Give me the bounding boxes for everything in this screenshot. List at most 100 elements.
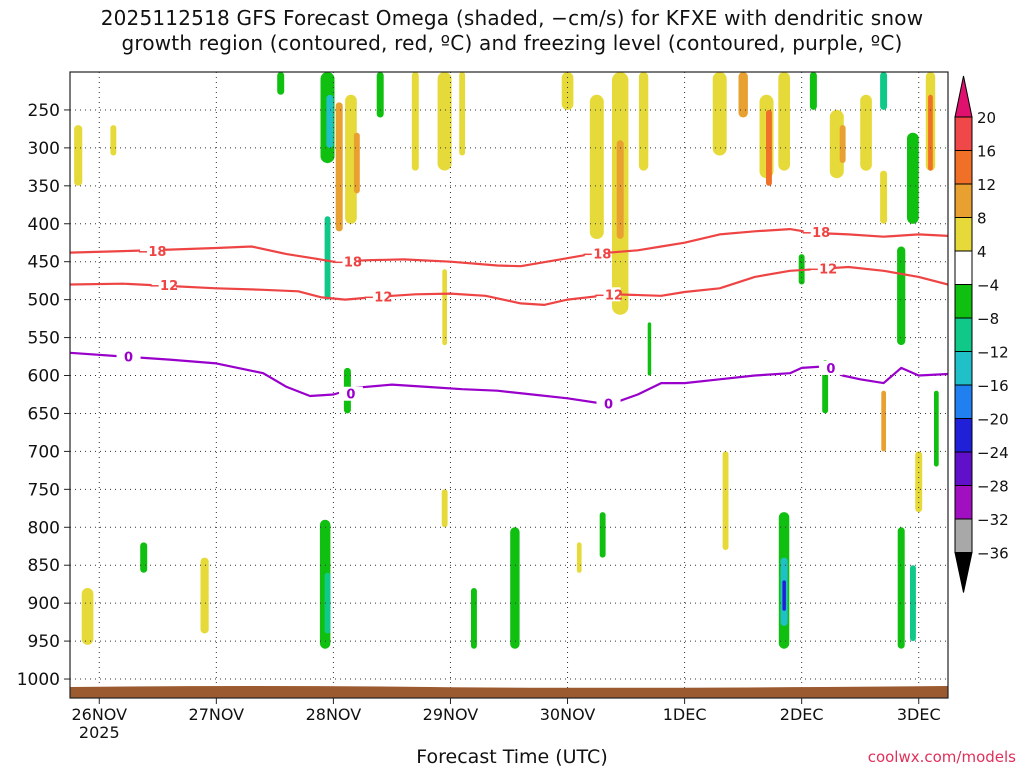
omega-blob <box>335 102 343 232</box>
contour-label-bg <box>116 349 141 364</box>
colorbar-label: −12 <box>977 344 1009 362</box>
omega-blob <box>376 72 384 118</box>
omega-blob <box>200 557 209 634</box>
omega-blob <box>277 72 285 95</box>
contour-label: −18 <box>333 256 362 271</box>
omega-blob <box>928 94 933 171</box>
colorbar-segment <box>954 518 973 553</box>
colorbar-label: −8 <box>977 310 999 328</box>
y-tick-label: 500 <box>28 291 60 311</box>
omega-blob <box>326 94 334 148</box>
y-tick-label: 400 <box>28 215 60 235</box>
colorbar-segment <box>954 384 973 419</box>
omega-field <box>74 72 939 649</box>
omega-blob <box>459 72 466 156</box>
contour-label: 0 <box>826 362 835 377</box>
contour-label-bg <box>810 261 835 276</box>
y-tick-label: 800 <box>28 518 60 538</box>
omega-blob <box>881 390 886 452</box>
colorbar-segment <box>954 451 973 486</box>
y-tick-label: 250 <box>28 101 60 121</box>
omega-blob <box>934 390 939 467</box>
colorbar-label: 16 <box>977 143 996 161</box>
omega-blob <box>74 125 83 186</box>
omega-blob <box>880 170 888 224</box>
y-tick-label: 900 <box>28 594 60 614</box>
contour-label-bg <box>139 244 164 259</box>
colorbar-segment <box>954 317 973 352</box>
omega-blob <box>561 72 574 110</box>
contour-label-bg <box>596 287 621 302</box>
omega-blob <box>809 72 817 110</box>
colorbar-segment <box>954 485 973 520</box>
colorbar-label: 4 <box>977 243 987 261</box>
colorbar: 20 16 12 8 4 −4 −8 −12 −16 −20 −24 −28 −32 −36 <box>954 75 1009 593</box>
omega-blob <box>880 72 888 110</box>
colorbar-segment <box>954 418 973 453</box>
y-tick-label: 300 <box>28 139 60 159</box>
omega-blob <box>839 125 846 163</box>
contour-label: −12 <box>594 288 623 303</box>
x-tick-label: 3DEC <box>897 705 941 724</box>
y-tick-label: 350 <box>28 177 60 197</box>
contour-label: −12 <box>363 291 392 306</box>
y-tick-label: 850 <box>28 556 60 576</box>
omega-blob <box>860 94 872 171</box>
y-tick-label: 600 <box>28 367 60 387</box>
colorbar-arrow-bottom <box>954 552 973 593</box>
colorbar-segment <box>954 284 973 319</box>
omega-blob <box>638 72 649 171</box>
contour-label: −18 <box>801 226 830 241</box>
omega-blob <box>589 94 604 239</box>
colorbar-label: 8 <box>977 210 987 228</box>
contour-label-bg <box>803 225 828 240</box>
omega-blob <box>353 132 360 194</box>
omega-blob <box>897 246 906 346</box>
contour-label: −18 <box>582 247 611 262</box>
omega-blob <box>345 94 357 224</box>
colorbar-label: −20 <box>977 411 1009 429</box>
contour-label-bg <box>335 254 360 269</box>
contour-label: −18 <box>137 245 166 260</box>
omega-blob <box>471 588 477 649</box>
omega-blob <box>782 580 786 611</box>
colorbar-segment <box>954 250 973 285</box>
x-tick-label: 2DEC <box>780 705 824 724</box>
contours: −18 −18 −18 −18 −12 −12 −12 −12 0 0 0 0 <box>70 225 948 413</box>
omega-blob <box>897 527 905 649</box>
colorbar-label: −28 <box>977 478 1009 496</box>
x-tick-label: 30NOV <box>540 705 596 724</box>
colorbar-label: −16 <box>977 377 1009 395</box>
omega-blob <box>910 565 916 642</box>
plot-background <box>70 72 948 698</box>
colorbar-segment <box>954 183 973 218</box>
colorbar-segment <box>954 150 973 185</box>
contour-line--12C <box>70 265 948 306</box>
omega-blob <box>722 451 729 550</box>
y-tick-label: 450 <box>28 253 60 273</box>
omega-blob <box>81 588 94 645</box>
contour-label-bg <box>365 289 390 304</box>
x-tick-label: 28NOV <box>306 705 362 724</box>
omega-blob <box>766 109 772 186</box>
omega-blob <box>915 451 923 513</box>
colorbar-label: −4 <box>977 277 999 295</box>
omega-blob <box>599 512 606 558</box>
contour-label: 0 <box>346 388 355 403</box>
x-axis-label: Forecast Time (UTC) <box>416 746 608 768</box>
contour-label-bg <box>584 246 609 261</box>
y-tick-label: 750 <box>28 480 60 500</box>
colorbar-segment <box>954 116 973 151</box>
colorbar-label: −36 <box>977 545 1009 563</box>
colorbar-segment <box>954 351 973 386</box>
colorbar-arrow-top <box>954 75 973 118</box>
omega-blob <box>140 542 148 573</box>
x-tick-label: 27NOV <box>189 705 245 724</box>
omega-blob <box>324 572 331 634</box>
y-tick-label: 950 <box>28 632 60 652</box>
contour-label: −12 <box>808 263 837 278</box>
colorbar-label: −24 <box>977 444 1009 462</box>
x-tick-sublabel: 2025 <box>79 723 120 742</box>
omega-blob <box>437 72 452 171</box>
